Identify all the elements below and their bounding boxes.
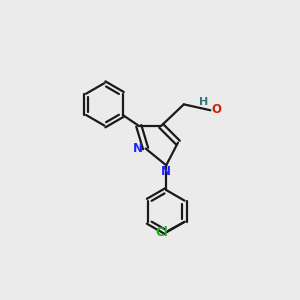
Text: N: N: [133, 142, 143, 155]
Text: N: N: [161, 165, 171, 178]
Text: O: O: [211, 103, 221, 116]
Text: Cl: Cl: [155, 226, 168, 239]
Text: H: H: [199, 97, 208, 107]
